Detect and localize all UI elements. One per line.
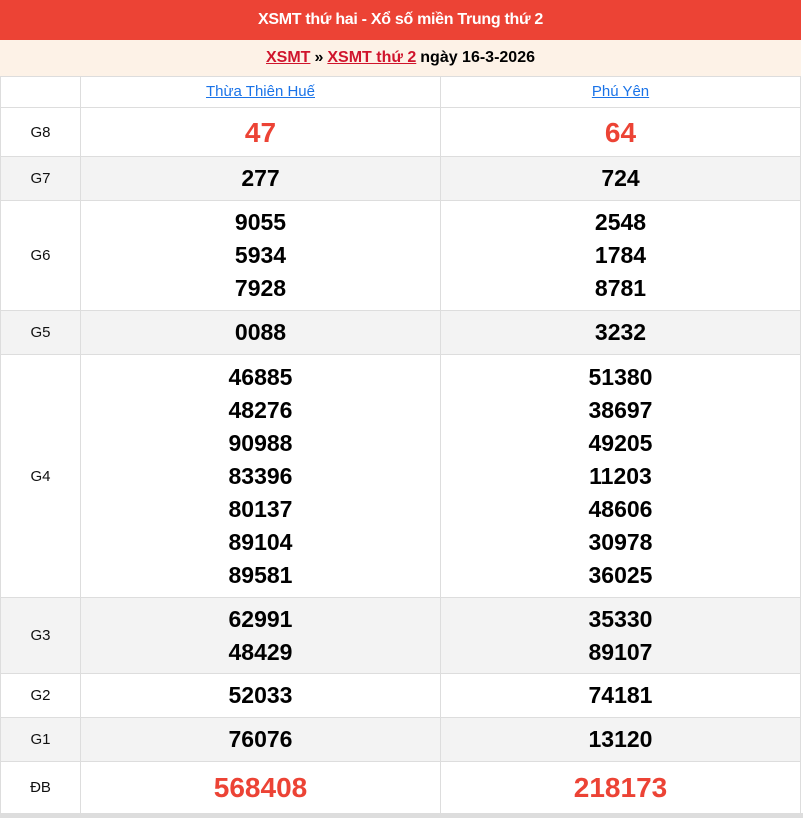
prize-number: 13120 <box>588 726 653 752</box>
prize-cell: 2548 1784 8781 <box>440 200 801 311</box>
prize-number: 62991 <box>228 605 293 632</box>
prize-cell: 35330 89107 <box>440 597 801 674</box>
prize-number: 48606 <box>588 495 653 522</box>
prize-row-g5: G5 0088 3232 <box>0 310 801 355</box>
prize-cell: 9055 5934 7928 <box>80 200 441 311</box>
prize-number: 89104 <box>228 528 293 555</box>
prize-cell: 13120 <box>440 717 801 762</box>
prize-number: 80137 <box>228 495 293 522</box>
prize-label: G2 <box>0 673 81 718</box>
bottom-border <box>0 813 803 818</box>
page-title: XSMT thứ hai - Xổ số miền Trung thứ 2 <box>0 0 801 40</box>
prize-number: 30978 <box>588 528 653 555</box>
province-link-phu-yen[interactable]: Phú Yên <box>591 83 650 100</box>
empty-header-cell <box>0 76 81 108</box>
prize-number: 89581 <box>228 561 293 588</box>
prize-row-g3: G3 62991 48429 35330 89107 <box>0 597 801 674</box>
prize-cell: 0088 <box>80 310 441 355</box>
prize-cell: 568408 <box>80 761 441 814</box>
prize-number: 51380 <box>588 363 653 390</box>
prize-number: 5934 <box>234 242 287 268</box>
results-table: Thừa Thiên Huế Phú Yên G8 47 64 G7 277 724 G6 9… <box>0 76 801 814</box>
prize-number: 277 <box>241 165 280 191</box>
prize-number: 48429 <box>228 638 293 665</box>
prize-label: ĐB <box>0 761 81 814</box>
prize-number: 568408 <box>213 772 308 803</box>
prize-label: G8 <box>0 107 81 157</box>
prize-number: 52033 <box>228 682 293 708</box>
province-header-row: Thừa Thiên Huế Phú Yên <box>0 76 801 108</box>
prize-cell: 47 <box>80 107 441 157</box>
prize-cell: 724 <box>440 156 801 201</box>
province-link-thua-thien-hue[interactable]: Thừa Thiên Huế <box>206 83 315 100</box>
prize-row-g1: G1 76076 13120 <box>0 717 801 762</box>
prize-row-g8: G8 47 64 <box>0 107 801 157</box>
prize-number: 64 <box>604 116 637 148</box>
prize-number: 36025 <box>588 561 653 588</box>
breadcrumb-link-xsmt[interactable]: XSMT <box>265 49 311 66</box>
prize-number: 3232 <box>594 319 647 345</box>
prize-number: 0088 <box>234 319 287 345</box>
prize-number: 89107 <box>588 638 653 665</box>
prize-cell: 74181 <box>440 673 801 718</box>
prize-number: 9055 <box>234 209 287 235</box>
prize-row-đb: ĐB 568408 218173 <box>0 761 801 814</box>
prize-cell: 3232 <box>440 310 801 355</box>
prize-row-g7: G7 277 724 <box>0 156 801 201</box>
prize-number: 90988 <box>228 429 293 456</box>
prize-row-g6: G6 9055 5934 7928 2548 1784 8781 <box>0 200 801 311</box>
prize-number: 46885 <box>228 363 293 390</box>
breadcrumb-date: ngày 16-3-2026 <box>420 49 535 66</box>
prize-number: 35330 <box>588 605 653 632</box>
prize-label: G1 <box>0 717 81 762</box>
prize-row-g2: G2 52033 74181 <box>0 673 801 718</box>
prize-label: G3 <box>0 597 81 674</box>
breadcrumb: XSMT » XSMT thứ 2 ngày 16-3-2026 <box>0 40 801 76</box>
prize-cell: 218173 <box>440 761 801 814</box>
prize-number: 218173 <box>573 772 668 803</box>
prize-number: 2548 <box>594 209 647 235</box>
prize-cell: 46885 48276 90988 83396 80137 89104 89581 <box>80 354 441 598</box>
prize-label: G6 <box>0 200 81 311</box>
prize-number: 48276 <box>228 396 293 423</box>
prize-number: 7928 <box>234 275 287 301</box>
prize-number: 11203 <box>589 462 652 489</box>
breadcrumb-link-xsmt-thu-2[interactable]: XSMT thứ 2 <box>327 49 417 66</box>
prize-number: 8781 <box>594 275 647 301</box>
prize-number: 1784 <box>594 242 647 268</box>
prize-cell: 277 <box>80 156 441 201</box>
prize-cell: 64 <box>440 107 801 157</box>
prize-number: 83396 <box>228 462 293 489</box>
prize-number: 74181 <box>588 682 653 708</box>
prize-cell: 51380 38697 49205 11203 48606 30978 36025 <box>440 354 801 598</box>
prize-cell: 52033 <box>80 673 441 718</box>
prize-number: 47 <box>244 116 277 148</box>
breadcrumb-separator: » <box>314 49 324 66</box>
prize-number: 49205 <box>588 429 653 456</box>
prize-label: G5 <box>0 310 81 355</box>
prize-label: G4 <box>0 354 81 598</box>
prize-cell: 76076 <box>80 717 441 762</box>
prize-row-g4: G4 46885 48276 90988 83396 80137 89104 89581 513… <box>0 354 801 598</box>
prize-label: G7 <box>0 156 81 201</box>
prize-number: 76076 <box>228 726 293 752</box>
prize-number: 724 <box>601 165 640 191</box>
prize-number: 38697 <box>588 396 653 423</box>
prize-cell: 62991 48429 <box>80 597 441 674</box>
